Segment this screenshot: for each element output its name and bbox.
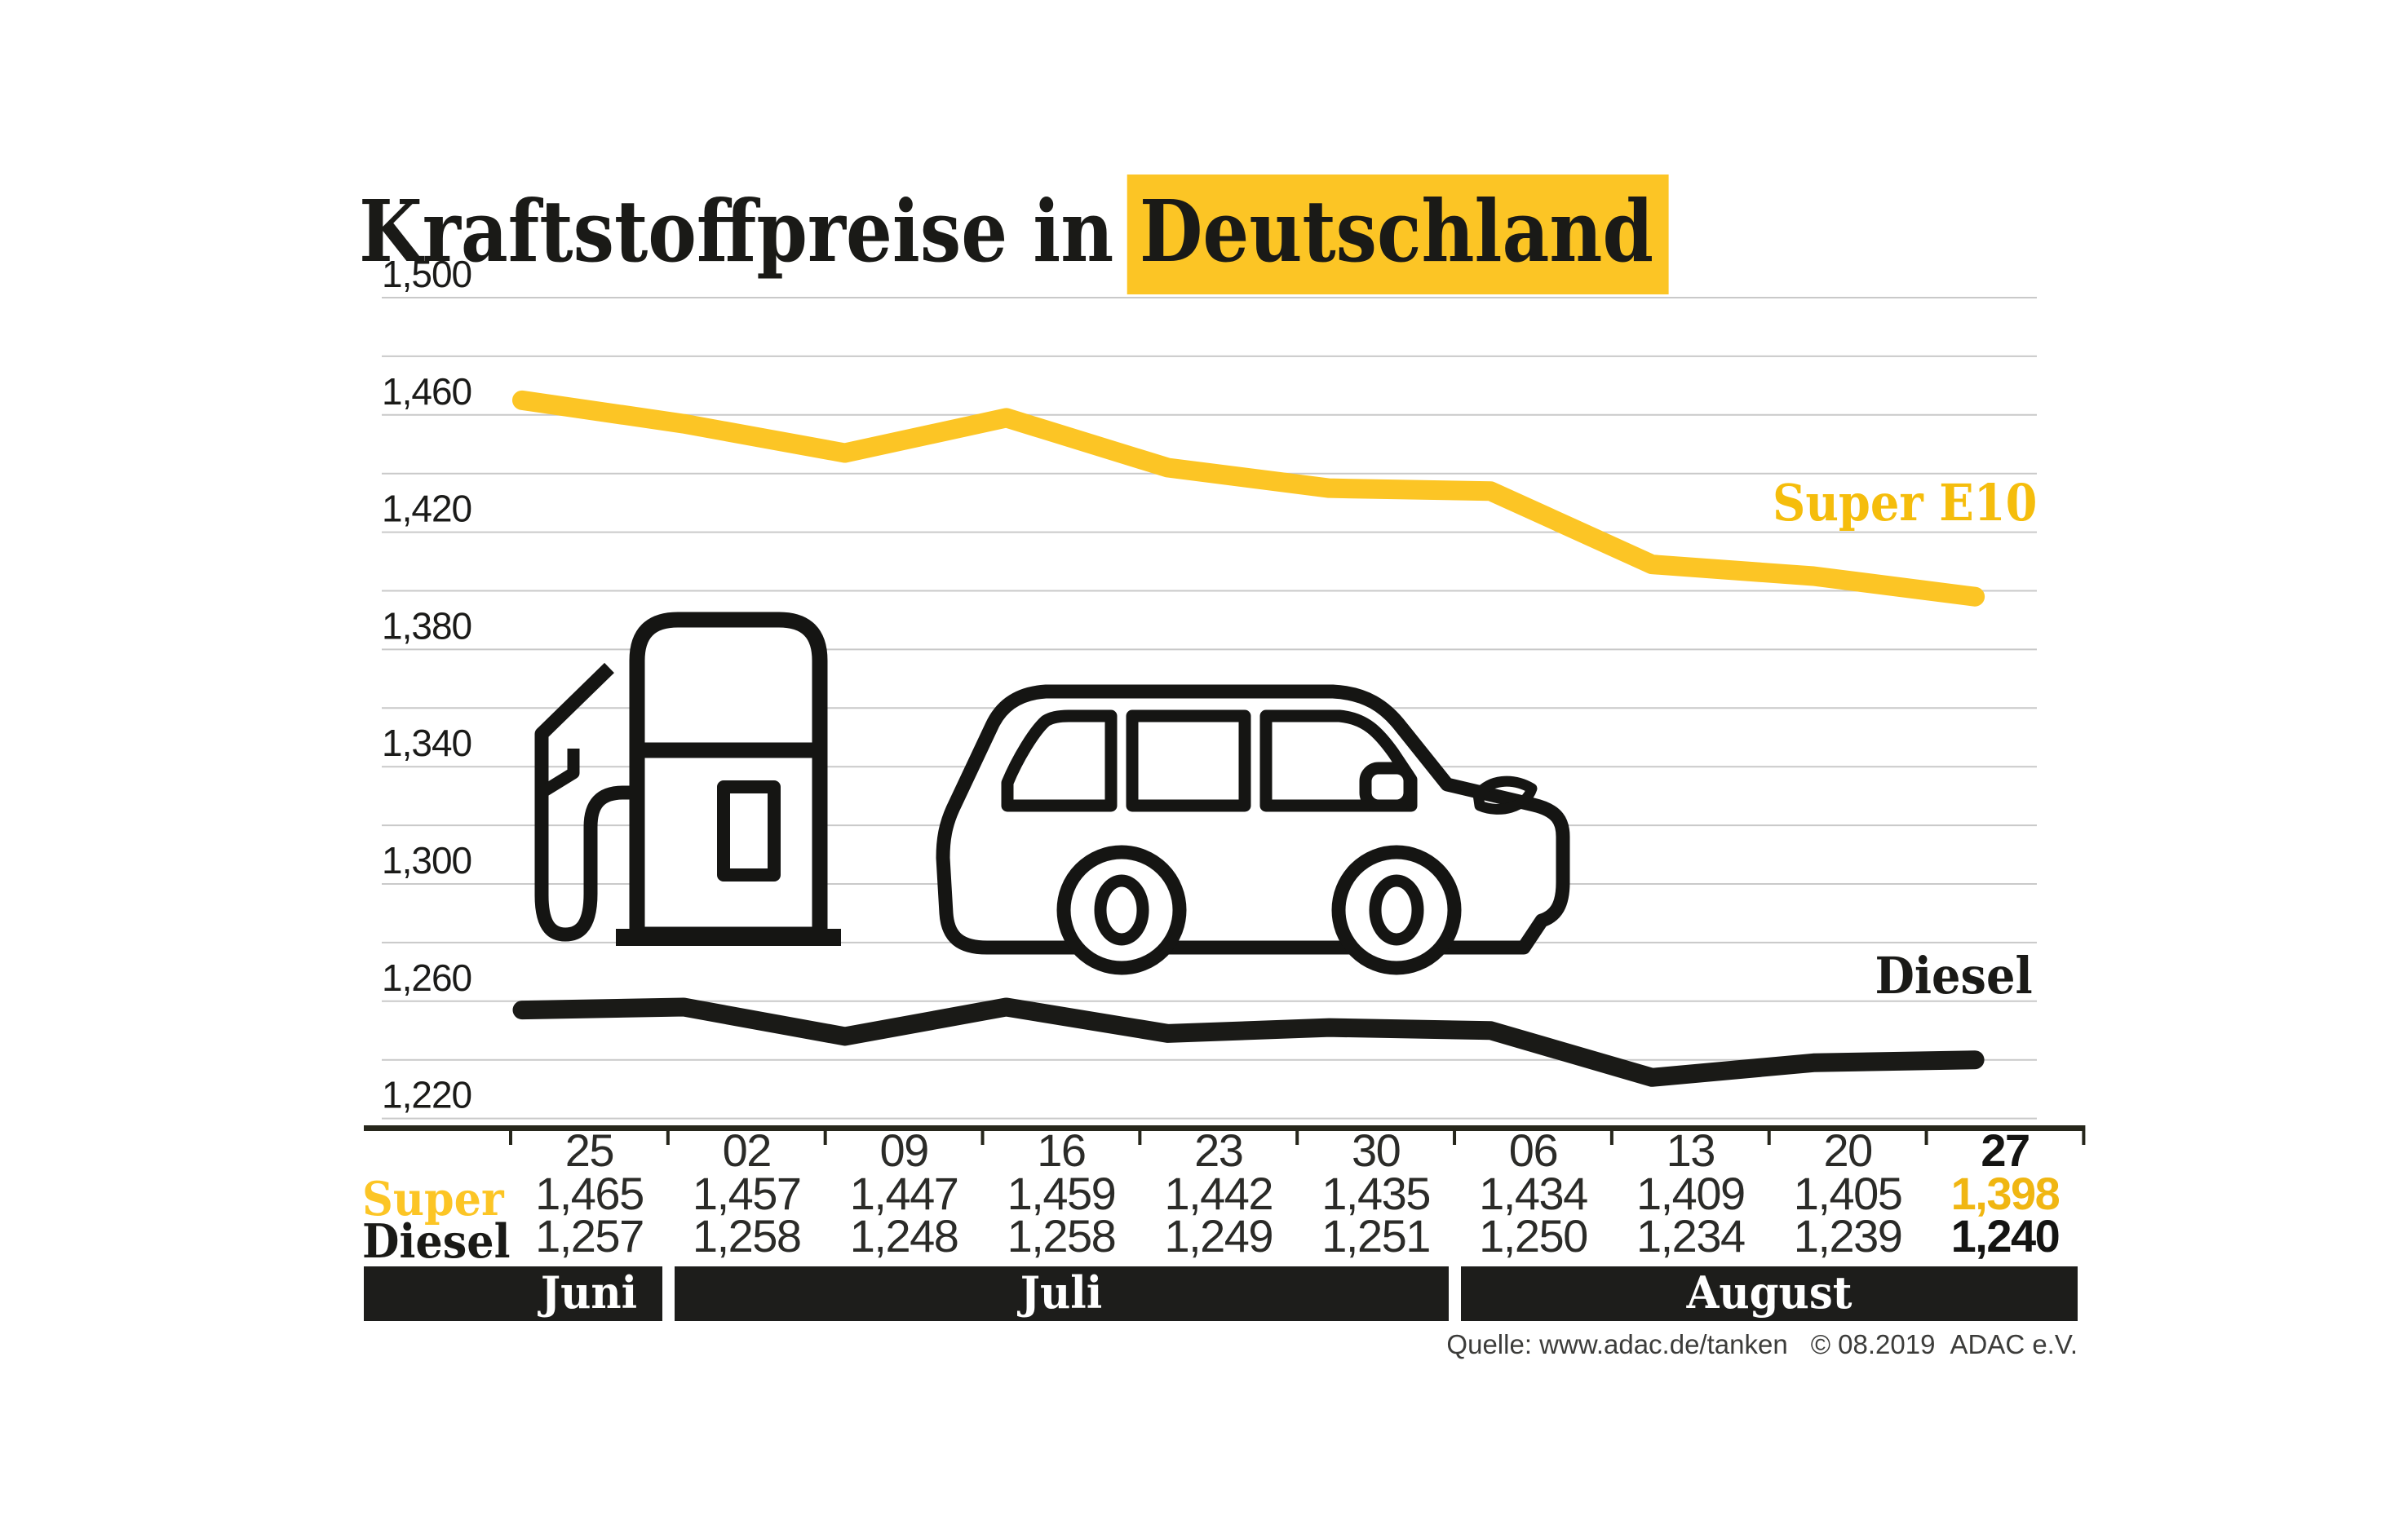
super-value-cell: 1,442 — [1164, 1168, 1273, 1219]
source-note: Quelle: www.adac.de/tanken © 08.2019 ADAC … — [1446, 1329, 2078, 1360]
super-value-cell: 1,457 — [692, 1168, 802, 1219]
super-value-cell: 1,409 — [1636, 1168, 1746, 1219]
super-value-cell: 1,459 — [1007, 1168, 1117, 1219]
page-title-prefix: Kraftstoffpreise in — [359, 180, 1114, 281]
super-value-cell: 1,465 — [535, 1168, 644, 1219]
x-axis-tick — [1138, 1125, 1142, 1145]
month-band — [1461, 1266, 2078, 1321]
month-band-label: Juli — [1020, 1266, 1103, 1319]
x-axis-tick — [980, 1125, 985, 1145]
page-title-highlight: Deutschland — [1127, 174, 1669, 294]
diesel-value-cell: 1,251 — [1321, 1210, 1431, 1262]
date-cell: 13 — [1666, 1125, 1716, 1176]
x-axis-tick — [823, 1125, 827, 1145]
month-band-label: Juni — [541, 1266, 638, 1319]
date-cell: 23 — [1194, 1125, 1244, 1176]
fuel-pump-icon — [534, 612, 841, 946]
date-cell: 20 — [1823, 1125, 1873, 1176]
copyright-text: © 08.2019 — [1810, 1329, 1936, 1359]
x-axis-tick — [1295, 1125, 1299, 1145]
super-value-cell: 1,434 — [1479, 1168, 1588, 1219]
y-axis-tick-label: 1,340 — [382, 722, 471, 764]
x-axis-tick — [509, 1125, 512, 1145]
super-value-cell: 1,435 — [1321, 1168, 1431, 1219]
month-band — [364, 1266, 662, 1321]
table-row-label-super: Super — [362, 1172, 504, 1226]
diesel-value-cell: 1,239 — [1793, 1210, 1903, 1262]
series-label-diesel: Diesel — [1875, 946, 2033, 1005]
diesel-value-cell: 1,249 — [1164, 1210, 1273, 1262]
x-axis-line — [364, 1125, 2083, 1131]
x-axis-tick — [1453, 1125, 1457, 1145]
super-value-cell: 1,447 — [849, 1168, 959, 1219]
y-axis-tick-label: 1,220 — [382, 1074, 471, 1116]
month-band — [674, 1266, 1450, 1321]
diesel-value-cell: 1,248 — [849, 1210, 959, 1262]
date-cell: 27 — [1981, 1125, 2030, 1176]
diesel-value-cell: 1,257 — [535, 1210, 644, 1262]
date-cell: 25 — [564, 1125, 615, 1176]
x-axis-tick — [1609, 1125, 1613, 1145]
x-axis-tick — [1767, 1125, 1771, 1145]
date-cell: 16 — [1037, 1125, 1087, 1176]
series-label-super-e10: Super E10 — [1772, 473, 2037, 532]
super-e10-line — [512, 390, 1985, 607]
diesel-value-cell: 1,258 — [692, 1210, 802, 1262]
org-text: ADAC e.V. — [1950, 1329, 2078, 1359]
y-axis-tick-label: 1,500 — [382, 253, 471, 295]
car-icon — [936, 684, 1570, 975]
x-axis-tick — [1924, 1125, 1928, 1145]
super-value-cell: 1,398 — [1950, 1168, 2061, 1219]
diesel-value-cell: 1,258 — [1007, 1210, 1117, 1262]
date-cell: 30 — [1351, 1125, 1401, 1176]
diesel-value-cell: 1,250 — [1479, 1210, 1588, 1262]
y-axis-tick-label: 1,460 — [382, 370, 471, 413]
y-axis-tick-label: 1,380 — [382, 604, 471, 647]
y-axis-tick-label: 1,300 — [382, 839, 471, 882]
x-axis-tick — [666, 1125, 670, 1145]
date-cell: 06 — [1508, 1125, 1559, 1176]
date-cell: 02 — [722, 1125, 772, 1176]
diesel-value-cell: 1,234 — [1636, 1210, 1746, 1262]
table-row-label-diesel: Diesel — [362, 1214, 511, 1269]
super-value-cell: 1,405 — [1793, 1168, 1903, 1219]
y-axis-tick-label: 1,260 — [382, 957, 471, 999]
page-title: Kraftstoffpreise in Deutschland — [359, 174, 1669, 294]
diesel-line — [512, 997, 1985, 1087]
source-text: Quelle: www.adac.de/tanken — [1446, 1329, 1788, 1359]
x-axis-tick — [2082, 1125, 2086, 1145]
month-band-label: August — [1686, 1266, 1852, 1319]
y-axis-tick-label: 1,420 — [382, 488, 471, 530]
diesel-value-cell: 1,240 — [1950, 1210, 2061, 1262]
date-cell: 09 — [879, 1125, 929, 1176]
